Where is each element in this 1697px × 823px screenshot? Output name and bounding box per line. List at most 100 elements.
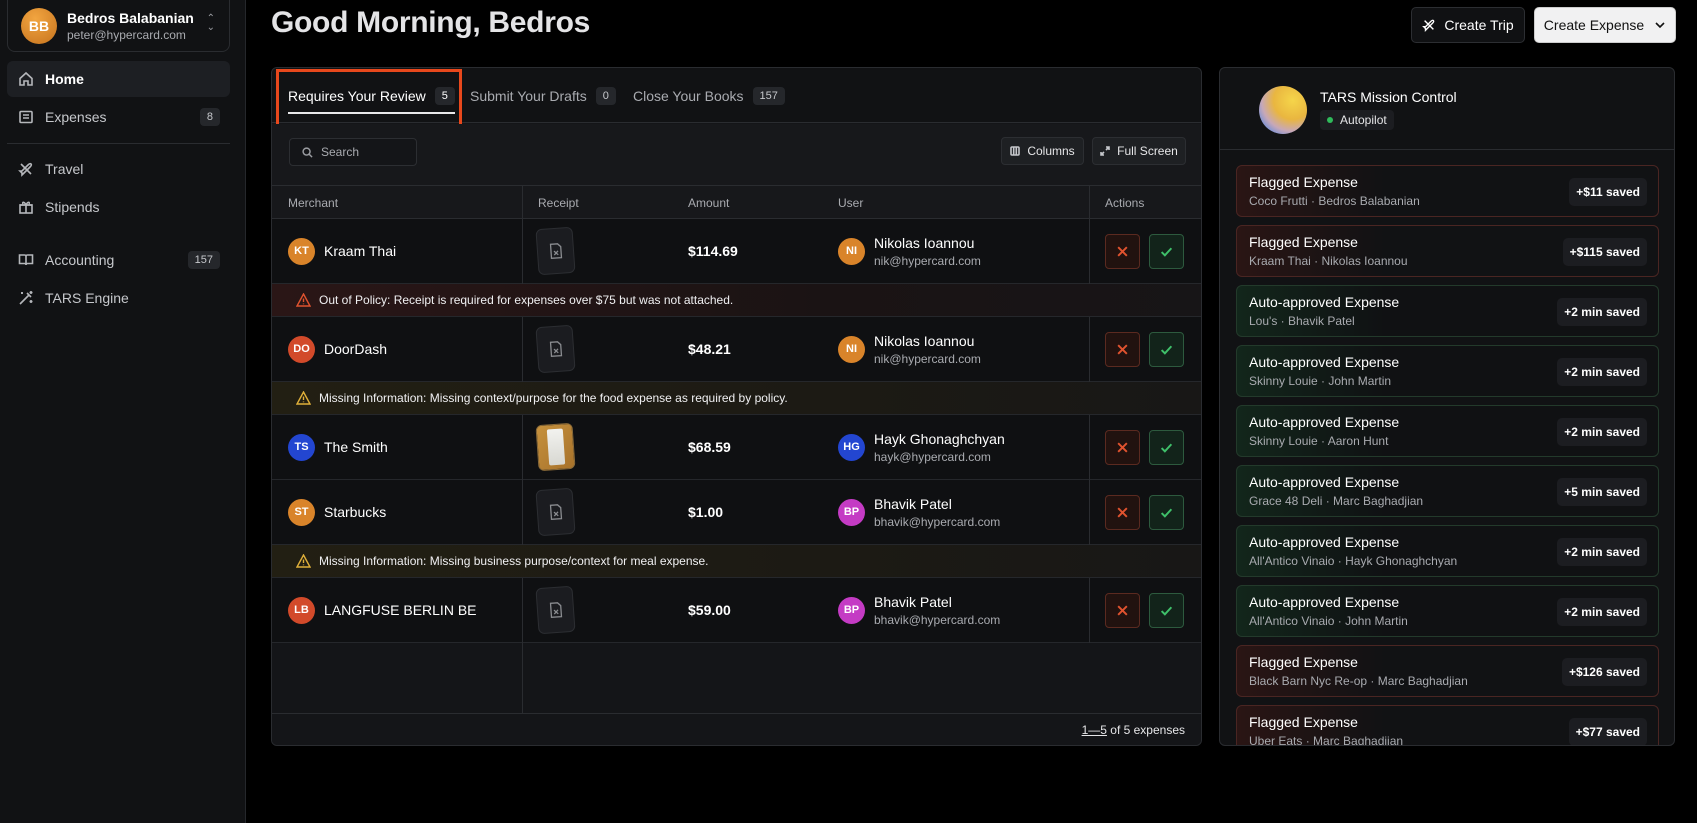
column-header-user[interactable]: User	[838, 195, 864, 210]
feed-item[interactable]: Flagged Expense Coco Frutti · Bedros Bal…	[1236, 165, 1659, 217]
missing-receipt-thumbnail[interactable]	[535, 226, 576, 276]
feed-item[interactable]: Flagged Expense Uber Eats · Marc Baghadj…	[1236, 705, 1659, 745]
missing-receipt-thumbnail[interactable]	[535, 585, 576, 635]
reject-button[interactable]	[1105, 331, 1140, 367]
feed-item[interactable]: Auto-approved Expense Skinny Louie · Aar…	[1236, 405, 1659, 457]
approve-button[interactable]	[1149, 331, 1184, 367]
sidebar-item-accounting[interactable]: Accounting 157	[7, 242, 230, 278]
create-expense-button[interactable]: Create Expense	[1534, 7, 1676, 43]
approve-button[interactable]	[1149, 233, 1184, 269]
sidebar-item-stipends[interactable]: Stipends	[7, 189, 230, 225]
feed-item[interactable]: Auto-approved Expense Lou's · Bhavik Pat…	[1236, 285, 1659, 337]
approve-button[interactable]	[1149, 592, 1184, 628]
reject-button[interactable]	[1105, 494, 1140, 530]
tab-count-badge: 0	[595, 86, 616, 105]
column-header-merchant[interactable]: Merchant	[288, 195, 339, 210]
approve-button[interactable]	[1149, 429, 1184, 465]
sidebar-item-travel[interactable]: Travel	[7, 151, 230, 187]
column-divider	[522, 578, 523, 713]
column-divider	[522, 185, 523, 219]
feed-item-title: Flagged Expense	[1249, 654, 1358, 670]
search-input[interactable]: Search	[289, 138, 417, 166]
feed-item[interactable]: Flagged Expense Kraam Thai · Nikolas Ioa…	[1236, 225, 1659, 277]
reject-button[interactable]	[1105, 233, 1140, 269]
full-screen-label: Full Screen	[1117, 144, 1178, 158]
savings-badge: +2 min saved	[1557, 358, 1647, 386]
merchant-name: Kraam Thai	[324, 243, 397, 259]
tab-label: Submit Your Drafts	[470, 87, 587, 104]
sidebar-divider	[7, 143, 230, 144]
column-header-amount[interactable]: Amount	[688, 195, 730, 210]
savings-badge: +$77 saved	[1568, 718, 1647, 745]
home-icon	[19, 71, 33, 86]
feed-item-title: Auto-approved Expense	[1249, 474, 1400, 490]
user-email: hayk@hypercard.com	[874, 449, 991, 464]
create-trip-button[interactable]: Create Trip	[1411, 7, 1525, 43]
full-screen-button[interactable]: Full Screen	[1092, 137, 1186, 165]
approve-button[interactable]	[1149, 494, 1184, 530]
column-header-receipt[interactable]: Receipt	[538, 195, 579, 210]
magic-wand-icon	[19, 291, 33, 305]
plane-icon	[18, 162, 33, 177]
check-icon	[1160, 508, 1173, 518]
tab-submit-drafts[interactable]: Submit Your Drafts 0	[470, 68, 616, 123]
pagination-range[interactable]: 1—5	[1081, 723, 1107, 737]
savings-badge: +5 min saved	[1557, 478, 1647, 506]
tab-requires-review[interactable]: Requires Your Review 5	[288, 68, 455, 123]
table-row[interactable]: LB LANGFUSE BERLIN BE $59.00 BP Bhavik P…	[272, 578, 1201, 643]
profile-switcher[interactable]: BB Bedros Balabanian peter@hypercard.com…	[7, 0, 230, 52]
table-row[interactable]: DO DoorDash $48.21 NI Nikolas Ioannou ni…	[272, 317, 1201, 382]
create-trip-label: Create Trip	[1444, 17, 1514, 33]
receipt-photo-thumbnail[interactable]	[535, 422, 576, 472]
close-icon	[1117, 245, 1128, 257]
table-row[interactable]: ST Starbucks $1.00 BP Bhavik Patel bhavi…	[272, 480, 1201, 545]
merchant-name: Starbucks	[324, 504, 387, 520]
sidebar-item-label: TARS Engine	[45, 290, 129, 306]
missing-receipt-thumbnail[interactable]	[535, 487, 576, 537]
feed-item[interactable]: Auto-approved Expense All'Antico Vinaio …	[1236, 585, 1659, 637]
feed-item[interactable]: Auto-approved Expense Grace 48 Deli · Ma…	[1236, 465, 1659, 517]
table-row[interactable]: TS The Smith $68.59 HG Hayk Ghonaghchyan…	[272, 415, 1201, 480]
file-x-icon	[549, 243, 562, 260]
feed-item-title: Flagged Expense	[1249, 234, 1358, 250]
merchant-name: The Smith	[324, 439, 388, 455]
status-label: Autopilot	[1340, 113, 1387, 127]
sidebar-item-tars-engine[interactable]: TARS Engine	[7, 280, 230, 316]
table-header: Merchant Receipt Amount User Actions	[272, 185, 1201, 219]
feed-item-title: Auto-approved Expense	[1249, 534, 1400, 550]
feed-item[interactable]: Auto-approved Expense All'Antico Vinaio …	[1236, 525, 1659, 577]
tars-orb-icon	[1259, 86, 1307, 134]
pagination-total: of 5 expenses	[1106, 723, 1185, 737]
tab-label: Requires Your Review	[288, 87, 426, 104]
reject-button[interactable]	[1105, 592, 1140, 628]
warning-icon	[296, 554, 311, 568]
amount: $48.21	[688, 341, 731, 357]
check-icon	[1160, 443, 1173, 453]
user-avatar: BP	[838, 498, 865, 526]
columns-button[interactable]: Columns	[1001, 137, 1084, 165]
mission-control-header: TARS Mission Control Autopilot	[1220, 68, 1674, 150]
file-x-icon	[549, 341, 562, 358]
amount: $114.69	[688, 243, 738, 259]
sidebar-item-home[interactable]: Home	[7, 61, 230, 97]
close-icon	[1117, 441, 1128, 453]
table-row[interactable]: KT Kraam Thai $114.69 NI Nikolas Ioannou…	[272, 219, 1201, 284]
feed-item[interactable]: Flagged Expense Black Barn Nyc Re-op · M…	[1236, 645, 1659, 697]
column-header-actions: Actions	[1105, 195, 1145, 210]
sidebar-item-label: Accounting	[45, 252, 115, 268]
sidebar-item-expenses[interactable]: Expenses 8	[7, 99, 230, 135]
tab-label: Close Your Books	[633, 87, 744, 104]
warning-text: Missing Information: Missing context/pur…	[319, 391, 788, 405]
merchant-avatar: LB	[288, 596, 315, 624]
savings-badge: +2 min saved	[1557, 418, 1647, 446]
user-name: Nikolas Ioannou	[874, 234, 975, 251]
feed-item-subtitle: Coco Frutti · Bedros Balabanian	[1249, 194, 1420, 208]
reject-button[interactable]	[1105, 429, 1140, 465]
feed-item[interactable]: Auto-approved Expense Skinny Louie · Joh…	[1236, 345, 1659, 397]
sidebar-item-label: Home	[45, 71, 84, 87]
profile-email: peter@hypercard.com	[67, 27, 186, 42]
missing-receipt-thumbnail[interactable]	[535, 324, 576, 374]
tab-close-books[interactable]: Close Your Books 157	[633, 68, 785, 123]
receipt-icon	[19, 110, 33, 124]
feed-item-title: Auto-approved Expense	[1249, 294, 1400, 310]
